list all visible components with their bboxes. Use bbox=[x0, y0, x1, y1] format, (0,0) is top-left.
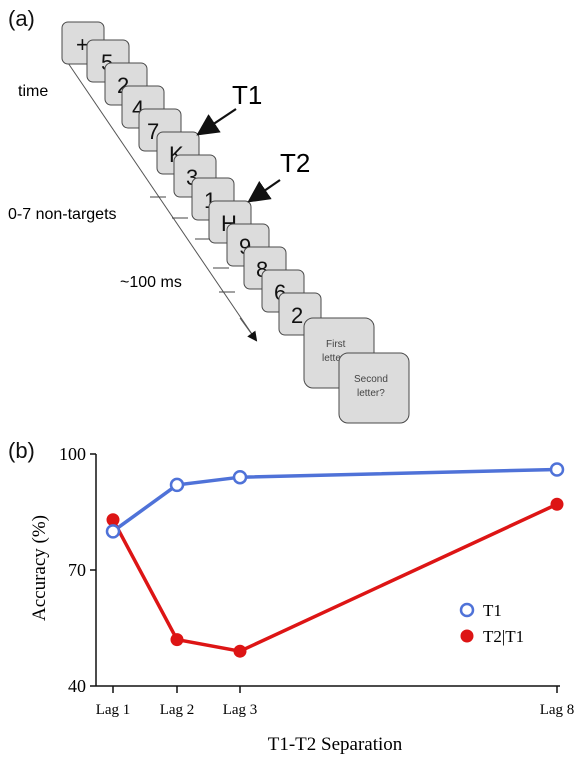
data-point bbox=[106, 513, 120, 527]
rsvp-stream-diagram: time 0-7 non-targets ~100 ms + 5 2 4 7 K… bbox=[8, 21, 410, 424]
x-tick-label: Lag 2 bbox=[160, 702, 195, 718]
second-prompt-line1: Second bbox=[354, 374, 388, 385]
stream-card-symbol: + bbox=[76, 32, 89, 57]
legend-label: T2|T1 bbox=[483, 627, 524, 646]
stream-card-symbol: 7 bbox=[147, 119, 159, 144]
first-prompt-line2: letter? bbox=[322, 353, 350, 364]
data-point bbox=[170, 633, 184, 647]
t1-label: T1 bbox=[232, 80, 262, 110]
data-point bbox=[233, 644, 247, 658]
y-tick-label: 40 bbox=[68, 676, 86, 696]
data-point bbox=[550, 497, 564, 511]
legend-marker bbox=[459, 602, 475, 618]
legend-label: T1 bbox=[483, 601, 502, 620]
chart-legend: T1 T2|T1 bbox=[459, 601, 524, 646]
t2-arrow bbox=[247, 179, 281, 203]
x-tick-label: Lag 3 bbox=[223, 702, 258, 718]
nontargets-label: 0-7 non-targets bbox=[8, 206, 117, 223]
t2-label: T2 bbox=[280, 148, 310, 178]
time-axis-arrow bbox=[239, 317, 258, 342]
chart-series bbox=[105, 462, 565, 658]
stream-card-symbol: 2 bbox=[291, 303, 303, 328]
second-letter-prompt-card: Second letter? bbox=[338, 352, 410, 424]
data-point bbox=[169, 477, 185, 493]
first-prompt-line1: First bbox=[326, 339, 346, 350]
legend-marker bbox=[460, 629, 474, 643]
duration-label: ~100 ms bbox=[120, 274, 182, 291]
y-tick-label: 100 bbox=[59, 444, 86, 464]
time-label: time bbox=[18, 83, 48, 100]
y-tick-label: 70 bbox=[68, 560, 86, 580]
second-prompt-line2: letter? bbox=[357, 388, 385, 399]
card-stack: + 5 2 4 7 K 3 1 H 9 8 6 2 First letter? … bbox=[61, 21, 410, 424]
t1-arrow bbox=[196, 108, 237, 136]
data-point bbox=[105, 524, 121, 539]
time-axis-line bbox=[65, 59, 257, 341]
y-axis-title: Accuracy (%) bbox=[29, 515, 50, 621]
panel-a-label: (a) bbox=[8, 6, 35, 31]
x-tick-label: Lag 1 bbox=[96, 702, 131, 718]
data-point bbox=[232, 469, 248, 485]
data-point bbox=[549, 462, 565, 477]
x-axis-title: T1-T2 Separation bbox=[268, 734, 403, 755]
x-tick-label: Lag 8 bbox=[540, 702, 575, 718]
series-line bbox=[111, 502, 558, 654]
chart-axes: 40 70 100 Lag 1 Lag 2 Lag 3 Lag 8 bbox=[59, 444, 574, 718]
series-line bbox=[111, 467, 558, 533]
accuracy-line-chart: 40 70 100 Lag 1 Lag 2 Lag 3 Lag 8 T1 T2|T1 Accu… bbox=[29, 444, 574, 755]
panel-b-label: (b) bbox=[8, 438, 35, 463]
